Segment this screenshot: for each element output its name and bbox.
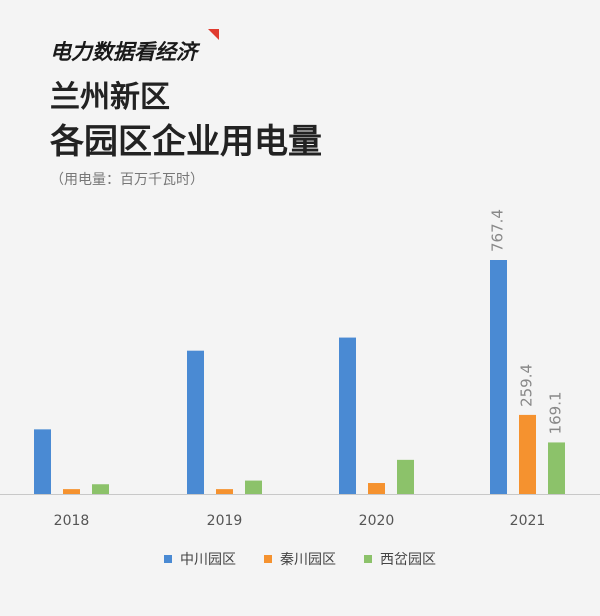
- x-tick-label: 2018: [54, 513, 90, 529]
- x-tick-label: 2020: [359, 513, 395, 529]
- legend-label: 秦川园区: [280, 552, 336, 568]
- chart-title-line2: 各园区企业用电量: [50, 122, 322, 162]
- legend-label: 中川园区: [180, 552, 236, 568]
- legend-item: 中川园区: [164, 549, 236, 569]
- bar-1-2019: [187, 350, 204, 494]
- brand-text: 电力数据看经济: [50, 40, 197, 64]
- bar-2-2021: [519, 414, 536, 494]
- chart-title-line1: 兰州新区: [50, 80, 170, 115]
- legend-swatch: [164, 555, 172, 563]
- bar-3-2021: [548, 442, 565, 494]
- unit-note: （用电量：百万千瓦时）: [50, 172, 204, 188]
- data-label: 169.1: [547, 391, 565, 434]
- bar-2-2019: [216, 489, 233, 494]
- legend-item: 秦川园区: [264, 549, 336, 569]
- bar-1-2021: [490, 260, 507, 494]
- brand-accent-icon: [208, 29, 219, 40]
- data-label: 259.4: [518, 364, 536, 407]
- bar-3-2020: [397, 459, 414, 494]
- bar-3-2019: [245, 480, 262, 494]
- legend-swatch: [264, 555, 272, 563]
- legend-label: 西岔园区: [380, 552, 436, 568]
- chart-legend: 中川园区 秦川园区 西岔园区: [0, 549, 600, 569]
- x-tick-label: 2019: [207, 513, 243, 529]
- legend-item: 西岔园区: [364, 549, 436, 569]
- bar-3-2018: [92, 484, 109, 494]
- bar-2-2018: [63, 489, 80, 494]
- legend-swatch: [364, 555, 372, 563]
- bar-1-2020: [339, 337, 356, 494]
- bar-2-2020: [368, 483, 385, 494]
- brand-title: 电力数据看经济: [50, 29, 219, 66]
- x-tick-label: 2021: [510, 513, 546, 529]
- bar-1-2018: [34, 429, 51, 494]
- data-label: 767.4: [489, 209, 507, 252]
